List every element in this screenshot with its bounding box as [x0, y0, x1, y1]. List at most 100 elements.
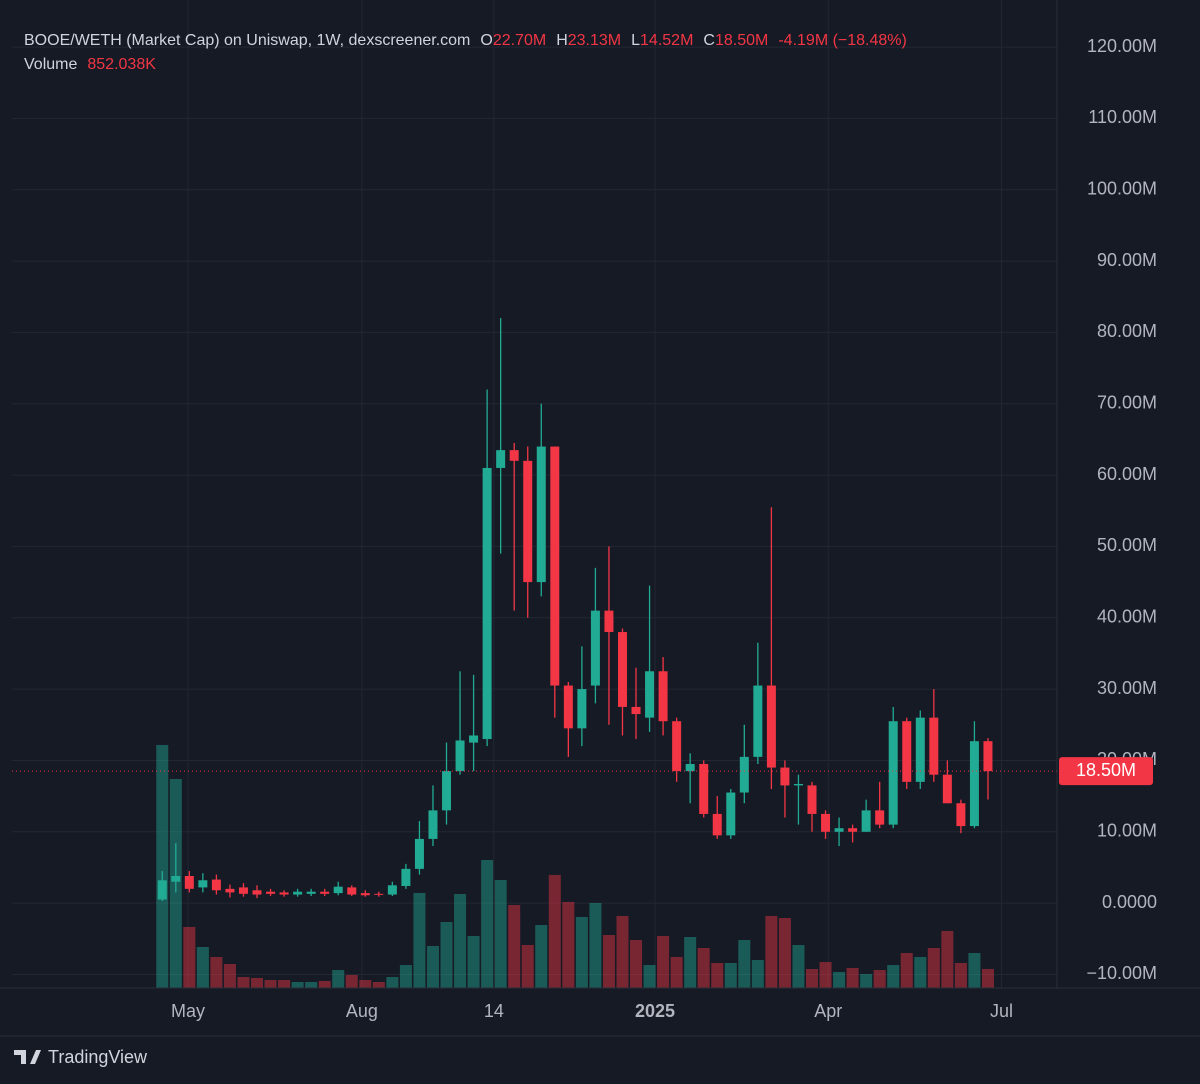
candle-body: [699, 764, 709, 814]
y-tick-label: 90.00M: [1097, 250, 1157, 270]
volume-bar: [251, 977, 264, 988]
volume-bar: [819, 961, 832, 988]
candle-body: [347, 887, 357, 895]
volume-bar: [494, 879, 507, 988]
volume-bar: [846, 967, 859, 988]
volume-bar: [183, 926, 196, 988]
volume-bar: [156, 744, 169, 988]
candle-body: [848, 828, 858, 832]
logo-mark: [14, 1050, 41, 1064]
volume-bar: [237, 976, 250, 988]
candle-body: [617, 632, 627, 707]
volume-bar: [223, 963, 236, 988]
candle-body: [238, 887, 248, 894]
volume-bar: [413, 892, 426, 988]
volume-bar: [954, 962, 967, 988]
candle-body: [266, 891, 276, 894]
x-tick-label: 14: [484, 1001, 504, 1021]
y-tick-label: 50.00M: [1097, 535, 1157, 555]
candle-body: [726, 792, 736, 836]
volume-layer: [156, 744, 994, 988]
candle-body: [279, 892, 289, 895]
price-label: 18.50M: [1076, 760, 1136, 780]
volume-bar: [196, 946, 209, 988]
volume-bar: [399, 965, 412, 988]
candle-body: [875, 810, 885, 825]
volume-bar: [981, 968, 994, 988]
candle-body: [672, 721, 682, 772]
candle-body: [225, 888, 235, 893]
candle-body: [252, 890, 262, 895]
y-tick-label: 40.00M: [1097, 607, 1157, 627]
ohlc-value: 14.52M: [640, 32, 693, 49]
volume-bar: [968, 952, 981, 988]
legend-header: BOOE/WETH (Market Cap) on Uniswap, 1W, d…: [24, 32, 907, 49]
candle-body: [685, 764, 695, 772]
candle-body: [821, 813, 831, 832]
volume-bar: [345, 975, 358, 988]
candle-body: [496, 450, 506, 468]
candle-body: [590, 610, 600, 686]
volume-bar: [684, 936, 697, 988]
volume-bar: [697, 947, 710, 988]
x-tick-label: 2025: [635, 1001, 675, 1021]
candle-body: [374, 893, 384, 895]
y-tick-label: 60.00M: [1097, 464, 1157, 484]
volume-bar: [833, 971, 846, 988]
candle-body: [523, 460, 533, 583]
volume-bar: [467, 935, 480, 988]
volume-bar: [575, 916, 588, 988]
volume-bar: [386, 976, 399, 988]
volume-bar: [589, 902, 602, 988]
volume-bar: [548, 874, 561, 988]
volume-bar: [873, 970, 886, 988]
y-tick-label: 0.0000: [1102, 892, 1157, 912]
volume-bar: [630, 939, 643, 988]
candle-body: [604, 610, 614, 633]
y-tick-label: −10.00M: [1086, 963, 1157, 983]
volume-bar: [657, 935, 670, 988]
volume-legend: Volume 852.038K: [24, 56, 156, 73]
candle-body: [942, 774, 952, 804]
candle-body: [861, 810, 871, 832]
candle-body: [766, 685, 776, 768]
chart-title: BOOE/WETH (Market Cap) on Uniswap, 1W, d…: [24, 32, 470, 49]
candle-body: [577, 689, 587, 729]
candle-body: [631, 706, 641, 715]
ohlc-key: O: [480, 32, 492, 49]
candle-body: [184, 876, 194, 889]
x-tick-label: Jul: [990, 1001, 1013, 1021]
candle-body: [401, 868, 411, 886]
volume-bar: [440, 921, 453, 988]
volume-bar: [860, 974, 873, 988]
candle-body: [320, 891, 330, 894]
volume-label: Volume: [24, 56, 77, 73]
ohlc-value: 18.50M: [715, 32, 768, 49]
price-label-box: [1059, 757, 1153, 786]
volume-bar: [887, 965, 900, 988]
volume-bar: [481, 859, 494, 988]
candle-body: [550, 446, 560, 686]
y-tick-label: 120.00M: [1087, 36, 1157, 56]
brand-text: TradingView: [48, 1047, 148, 1067]
volume-bar: [914, 956, 927, 988]
candle-body: [834, 828, 844, 832]
candle-body: [333, 886, 343, 894]
ohlc-value: 23.13M: [568, 32, 621, 49]
candle-body: [428, 810, 438, 839]
candle-body: [306, 891, 316, 894]
volume-bar: [454, 893, 467, 988]
candle-body: [902, 721, 912, 782]
y-tick-label: 30.00M: [1097, 678, 1157, 698]
volume-bar: [751, 960, 764, 988]
candle-body: [293, 891, 303, 895]
volume-bar: [738, 939, 751, 988]
candle-body: [888, 721, 898, 825]
candle-layer: [157, 318, 993, 901]
y-tick-label: 110.00M: [1088, 107, 1157, 127]
y-tick-label: 70.00M: [1097, 393, 1157, 413]
ohlc-value: 22.70M: [493, 32, 546, 49]
candle-body: [915, 717, 925, 782]
volume-bar: [562, 901, 575, 988]
volume-bar: [616, 915, 629, 988]
